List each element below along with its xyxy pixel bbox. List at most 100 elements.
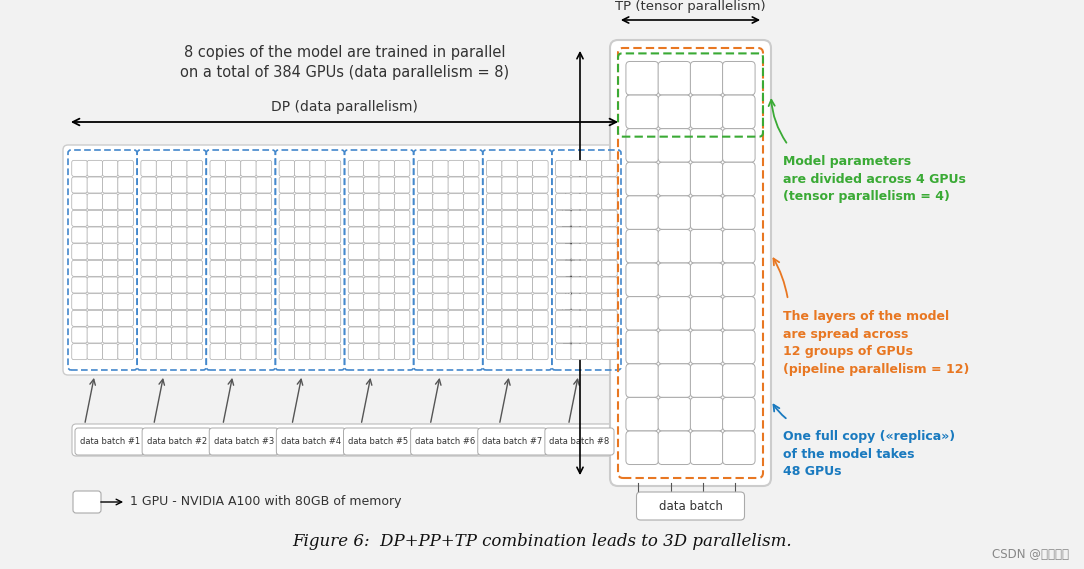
FancyBboxPatch shape <box>325 344 340 360</box>
FancyBboxPatch shape <box>118 211 133 226</box>
FancyBboxPatch shape <box>448 227 464 243</box>
FancyBboxPatch shape <box>363 160 379 176</box>
FancyBboxPatch shape <box>295 227 310 243</box>
FancyBboxPatch shape <box>556 160 571 176</box>
FancyBboxPatch shape <box>256 244 272 259</box>
FancyBboxPatch shape <box>103 344 118 360</box>
FancyBboxPatch shape <box>363 177 379 193</box>
FancyBboxPatch shape <box>417 193 433 209</box>
FancyBboxPatch shape <box>464 294 479 310</box>
FancyBboxPatch shape <box>417 277 433 293</box>
FancyBboxPatch shape <box>280 294 295 310</box>
FancyBboxPatch shape <box>118 177 133 193</box>
FancyBboxPatch shape <box>295 211 310 226</box>
FancyBboxPatch shape <box>532 227 549 243</box>
FancyBboxPatch shape <box>72 244 88 259</box>
FancyBboxPatch shape <box>186 227 203 243</box>
FancyBboxPatch shape <box>141 310 156 327</box>
FancyBboxPatch shape <box>118 227 133 243</box>
FancyBboxPatch shape <box>448 177 464 193</box>
FancyBboxPatch shape <box>417 327 433 343</box>
FancyBboxPatch shape <box>586 193 602 209</box>
FancyBboxPatch shape <box>658 162 691 196</box>
FancyBboxPatch shape <box>571 294 586 310</box>
FancyBboxPatch shape <box>171 327 188 343</box>
FancyBboxPatch shape <box>280 193 295 209</box>
Text: CSDN @寻道码路: CSDN @寻道码路 <box>992 549 1069 562</box>
FancyBboxPatch shape <box>571 327 586 343</box>
FancyBboxPatch shape <box>295 344 310 360</box>
FancyBboxPatch shape <box>103 277 118 293</box>
FancyBboxPatch shape <box>72 160 88 176</box>
FancyBboxPatch shape <box>241 177 256 193</box>
FancyBboxPatch shape <box>556 244 571 259</box>
FancyBboxPatch shape <box>141 244 156 259</box>
FancyBboxPatch shape <box>118 310 133 327</box>
FancyBboxPatch shape <box>464 327 479 343</box>
FancyBboxPatch shape <box>636 492 745 520</box>
FancyBboxPatch shape <box>171 310 188 327</box>
FancyBboxPatch shape <box>691 263 723 296</box>
FancyBboxPatch shape <box>517 344 532 360</box>
FancyBboxPatch shape <box>625 129 658 162</box>
FancyBboxPatch shape <box>171 244 188 259</box>
FancyBboxPatch shape <box>295 310 310 327</box>
FancyBboxPatch shape <box>411 428 480 455</box>
FancyBboxPatch shape <box>310 344 325 360</box>
FancyBboxPatch shape <box>417 244 433 259</box>
FancyBboxPatch shape <box>658 229 691 263</box>
FancyBboxPatch shape <box>417 294 433 310</box>
FancyBboxPatch shape <box>241 244 256 259</box>
FancyBboxPatch shape <box>225 211 241 226</box>
FancyBboxPatch shape <box>379 261 395 277</box>
FancyBboxPatch shape <box>280 327 295 343</box>
FancyBboxPatch shape <box>395 261 410 277</box>
Text: data batch #1: data batch #1 <box>79 437 140 446</box>
FancyBboxPatch shape <box>325 177 340 193</box>
FancyBboxPatch shape <box>363 294 379 310</box>
FancyBboxPatch shape <box>379 310 395 327</box>
FancyBboxPatch shape <box>487 211 502 226</box>
FancyBboxPatch shape <box>87 261 103 277</box>
FancyBboxPatch shape <box>310 327 325 343</box>
FancyBboxPatch shape <box>395 211 410 226</box>
FancyBboxPatch shape <box>118 261 133 277</box>
FancyBboxPatch shape <box>225 310 241 327</box>
FancyBboxPatch shape <box>87 327 103 343</box>
FancyBboxPatch shape <box>571 261 586 277</box>
FancyBboxPatch shape <box>691 61 723 95</box>
FancyBboxPatch shape <box>280 344 295 360</box>
FancyBboxPatch shape <box>487 327 502 343</box>
FancyBboxPatch shape <box>625 95 658 129</box>
FancyBboxPatch shape <box>586 261 602 277</box>
FancyBboxPatch shape <box>225 294 241 310</box>
FancyBboxPatch shape <box>502 294 517 310</box>
FancyBboxPatch shape <box>156 177 171 193</box>
FancyBboxPatch shape <box>545 428 614 455</box>
FancyBboxPatch shape <box>532 327 549 343</box>
FancyBboxPatch shape <box>186 294 203 310</box>
FancyBboxPatch shape <box>103 294 118 310</box>
Text: data batch #6: data batch #6 <box>415 437 475 446</box>
FancyBboxPatch shape <box>325 310 340 327</box>
FancyBboxPatch shape <box>556 193 571 209</box>
FancyBboxPatch shape <box>256 211 272 226</box>
FancyBboxPatch shape <box>363 327 379 343</box>
FancyBboxPatch shape <box>417 310 433 327</box>
FancyBboxPatch shape <box>517 193 532 209</box>
FancyBboxPatch shape <box>171 160 188 176</box>
FancyBboxPatch shape <box>348 193 364 209</box>
FancyBboxPatch shape <box>225 277 241 293</box>
FancyBboxPatch shape <box>417 227 433 243</box>
FancyBboxPatch shape <box>625 263 658 296</box>
FancyBboxPatch shape <box>295 327 310 343</box>
FancyBboxPatch shape <box>103 193 118 209</box>
FancyBboxPatch shape <box>586 211 602 226</box>
FancyBboxPatch shape <box>586 177 602 193</box>
FancyBboxPatch shape <box>103 327 118 343</box>
Text: data batch #7: data batch #7 <box>482 437 542 446</box>
FancyBboxPatch shape <box>586 244 602 259</box>
FancyBboxPatch shape <box>348 310 364 327</box>
FancyBboxPatch shape <box>723 364 756 397</box>
FancyBboxPatch shape <box>87 177 103 193</box>
